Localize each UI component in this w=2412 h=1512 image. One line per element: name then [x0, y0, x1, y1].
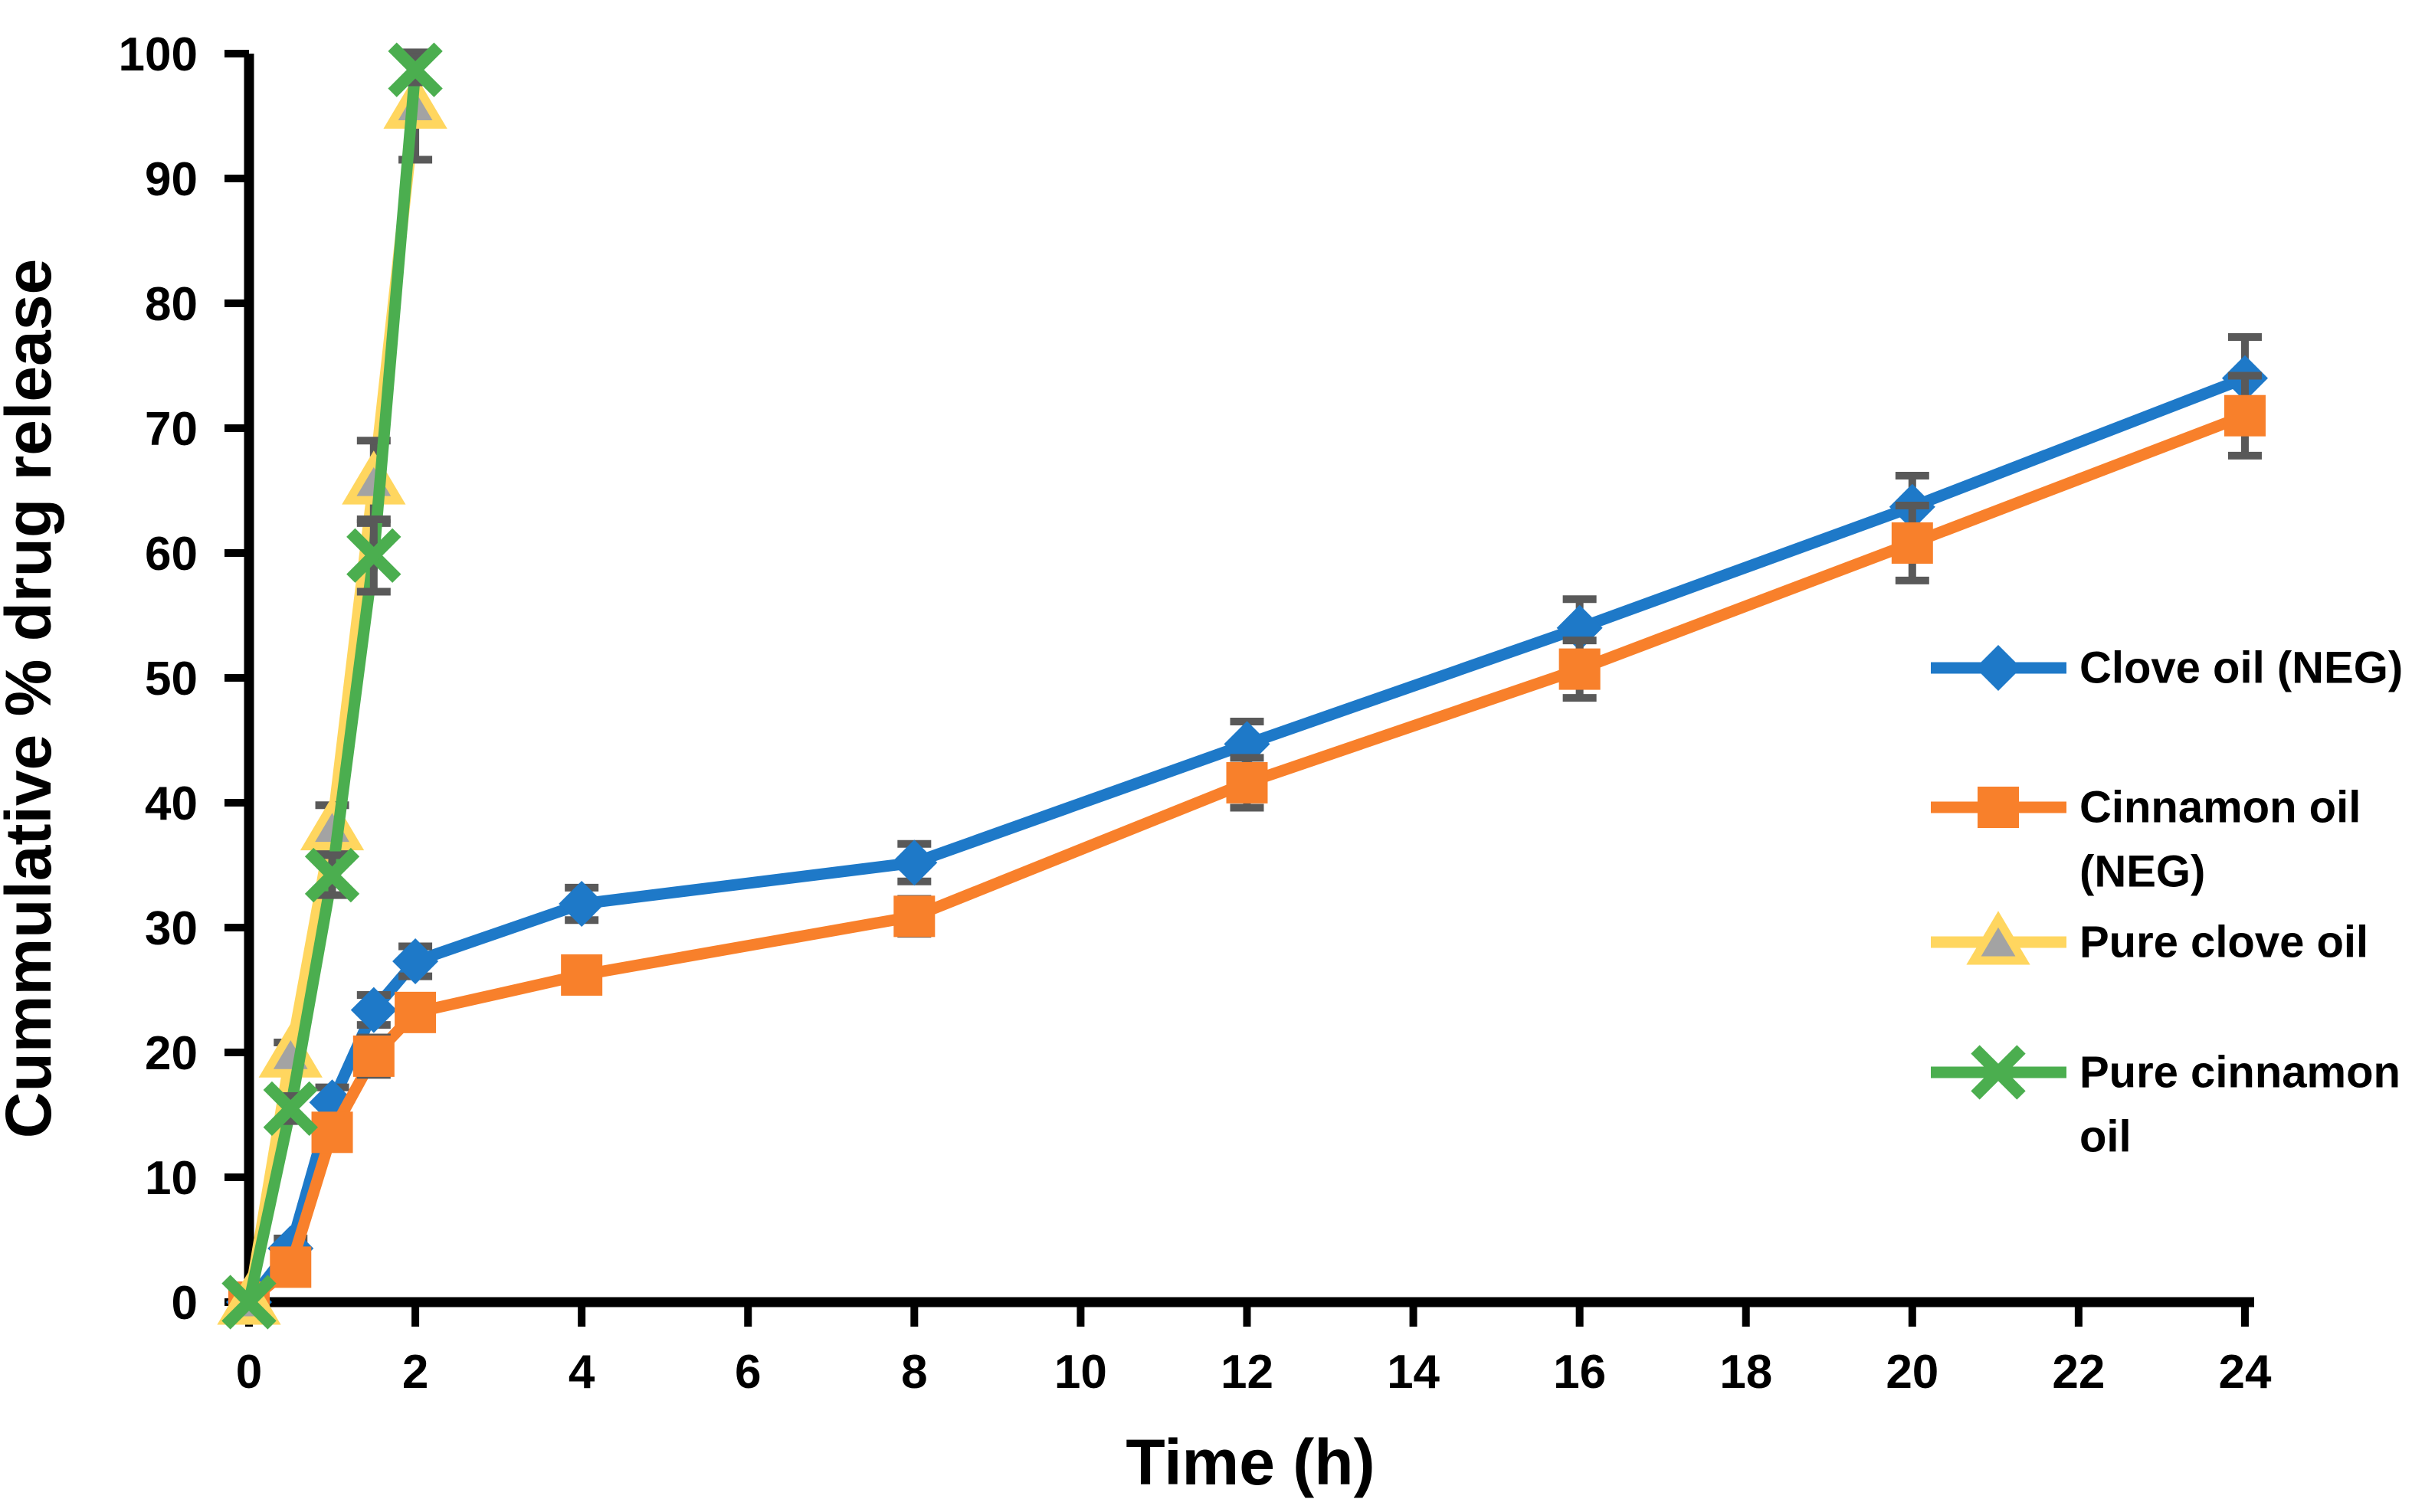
legend-marker-pure-cinnamon-oil: [1971, 1045, 2026, 1100]
series-clove-oil-neg: [226, 333, 2268, 1325]
data-point-marker-pure-cinnamon-oil: [263, 1081, 318, 1137]
y-tick-label: 50: [145, 653, 198, 705]
legend-label: (NEG): [2079, 847, 2205, 897]
data-point-marker-cinnamon-oil-neg: [270, 1246, 312, 1288]
data-point-marker-pure-cinnamon-oil: [346, 528, 401, 583]
series-cinnamon-oil-neg: [228, 371, 2266, 1323]
legend-item-pure-cinnamon-oil: Pure cinnamon oil: [1931, 1045, 2401, 1162]
legend-label: oil: [2079, 1112, 2132, 1162]
error-bars-clove-oil-neg: [274, 333, 2262, 1262]
y-axis-title: Cummulative % drug release: [0, 259, 64, 1138]
data-point-marker-clove-oil-neg: [350, 987, 397, 1033]
y-tick-label: 100: [119, 28, 198, 81]
x-tick-label: 14: [1387, 1346, 1440, 1399]
x-tick-label: 0: [236, 1346, 262, 1399]
y-tick-label: 30: [145, 902, 198, 955]
y-tick-label: 70: [145, 403, 198, 456]
data-point-marker-pure-cinnamon-oil: [221, 1275, 277, 1330]
error-bars-cinnamon-oil-neg: [274, 371, 2262, 1281]
x-tick-label: 4: [569, 1346, 595, 1399]
data-point-marker-cinnamon-oil-neg: [395, 991, 437, 1033]
x-tick-label: 12: [1221, 1346, 1273, 1399]
series-layer: [217, 42, 2268, 1330]
legend-item-pure-clove-oil: Pure clove oil: [1931, 911, 2368, 967]
data-point-marker-cinnamon-oil-neg: [561, 954, 603, 996]
x-tick-label: 10: [1054, 1346, 1107, 1399]
legend-label: Pure cinnamon: [2079, 1048, 2401, 1098]
legend-marker-pure-clove-oil: [1966, 911, 2030, 965]
x-tick-label: 18: [1719, 1346, 1772, 1399]
data-point-marker-cinnamon-oil-neg: [1558, 648, 1601, 690]
x-tick-label: 8: [901, 1346, 927, 1399]
series-line-clove-oil-neg: [244, 372, 2247, 1306]
data-point-marker-cinnamon-oil-neg: [311, 1111, 353, 1154]
x-axis-title: Time (h): [1126, 1426, 1375, 1498]
y-tick-label: 40: [145, 777, 198, 830]
x-tick-label: 22: [2052, 1346, 2105, 1399]
x-tick-label: 2: [402, 1346, 428, 1399]
data-point-marker-pure-cinnamon-oil: [304, 847, 360, 903]
x-tick-label: 6: [735, 1346, 761, 1399]
series-line-cinnamon-oil-neg: [245, 410, 2247, 1307]
legend-marker-clove-oil-neg: [1975, 645, 2021, 691]
series-pure-cinnamon-oil: [221, 42, 443, 1330]
data-point-marker-cinnamon-oil-neg: [1891, 522, 1933, 564]
y-tick-label: 10: [145, 1152, 198, 1205]
y-tick-label: 0: [172, 1277, 198, 1330]
data-point-marker-cinnamon-oil-neg: [893, 895, 936, 938]
legend-label: Cinnamon oil: [2079, 783, 2361, 833]
x-tick-label: 24: [2218, 1346, 2271, 1399]
legend-item-cinnamon-oil-neg: Cinnamon oil (NEG): [1931, 783, 2361, 897]
x-tick-label: 20: [1886, 1346, 1938, 1399]
data-point-marker-cinnamon-oil-neg: [352, 1035, 395, 1077]
data-point-marker-pure-cinnamon-oil: [388, 42, 443, 97]
data-point-marker-cinnamon-oil-neg: [1226, 761, 1268, 803]
data-point-marker-cinnamon-oil-neg: [2224, 394, 2266, 437]
data-point-marker-clove-oil-neg: [392, 938, 439, 985]
legend-marker-cinnamon-oil-neg: [1978, 787, 2019, 828]
x-tick-label: 16: [1553, 1346, 1606, 1399]
y-tick-label: 80: [145, 278, 198, 331]
data-point-marker-clove-oil-neg: [559, 881, 605, 928]
legend-label: Clove oil (NEG): [2079, 643, 2403, 693]
legend-item-clove-oil-neg: Clove oil (NEG): [1931, 643, 2403, 693]
legend: Clove oil (NEG) Cinnamon oil (NEG) Pure clo…: [1931, 643, 2403, 1162]
data-point-marker-clove-oil-neg: [891, 839, 938, 886]
y-tick-label: 20: [145, 1027, 198, 1080]
y-tick-label: 90: [145, 153, 198, 206]
legend-label: Pure clove oil: [2079, 918, 2368, 967]
y-tick-label: 60: [145, 528, 198, 581]
